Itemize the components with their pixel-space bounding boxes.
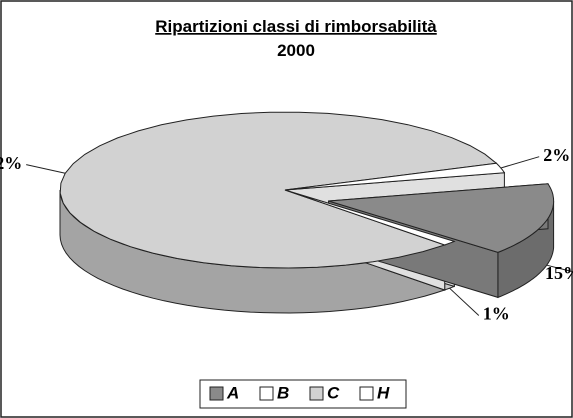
legend-swatch xyxy=(209,386,224,401)
chart-title: Ripartizioni classi di rimborsabilità xyxy=(155,17,437,36)
legend-label: H xyxy=(377,383,390,402)
legend-label: B xyxy=(277,383,289,402)
leader-line xyxy=(449,287,480,316)
leader-line xyxy=(500,156,540,169)
data-label: 15% xyxy=(545,263,573,283)
chart-subtitle: 2000 xyxy=(277,41,315,60)
data-label: 82% xyxy=(0,153,22,173)
legend-swatch xyxy=(309,386,324,401)
legend-label: C xyxy=(327,383,340,402)
data-label: 1% xyxy=(483,304,510,324)
legend-label: A xyxy=(226,383,239,402)
slice xyxy=(328,183,555,253)
data-label: 2% xyxy=(543,145,570,165)
slice xyxy=(284,189,456,246)
leader-line xyxy=(26,164,66,174)
slice xyxy=(284,162,506,191)
legend-swatch xyxy=(259,386,274,401)
leader-line xyxy=(546,264,573,273)
legend-swatch xyxy=(359,386,374,401)
